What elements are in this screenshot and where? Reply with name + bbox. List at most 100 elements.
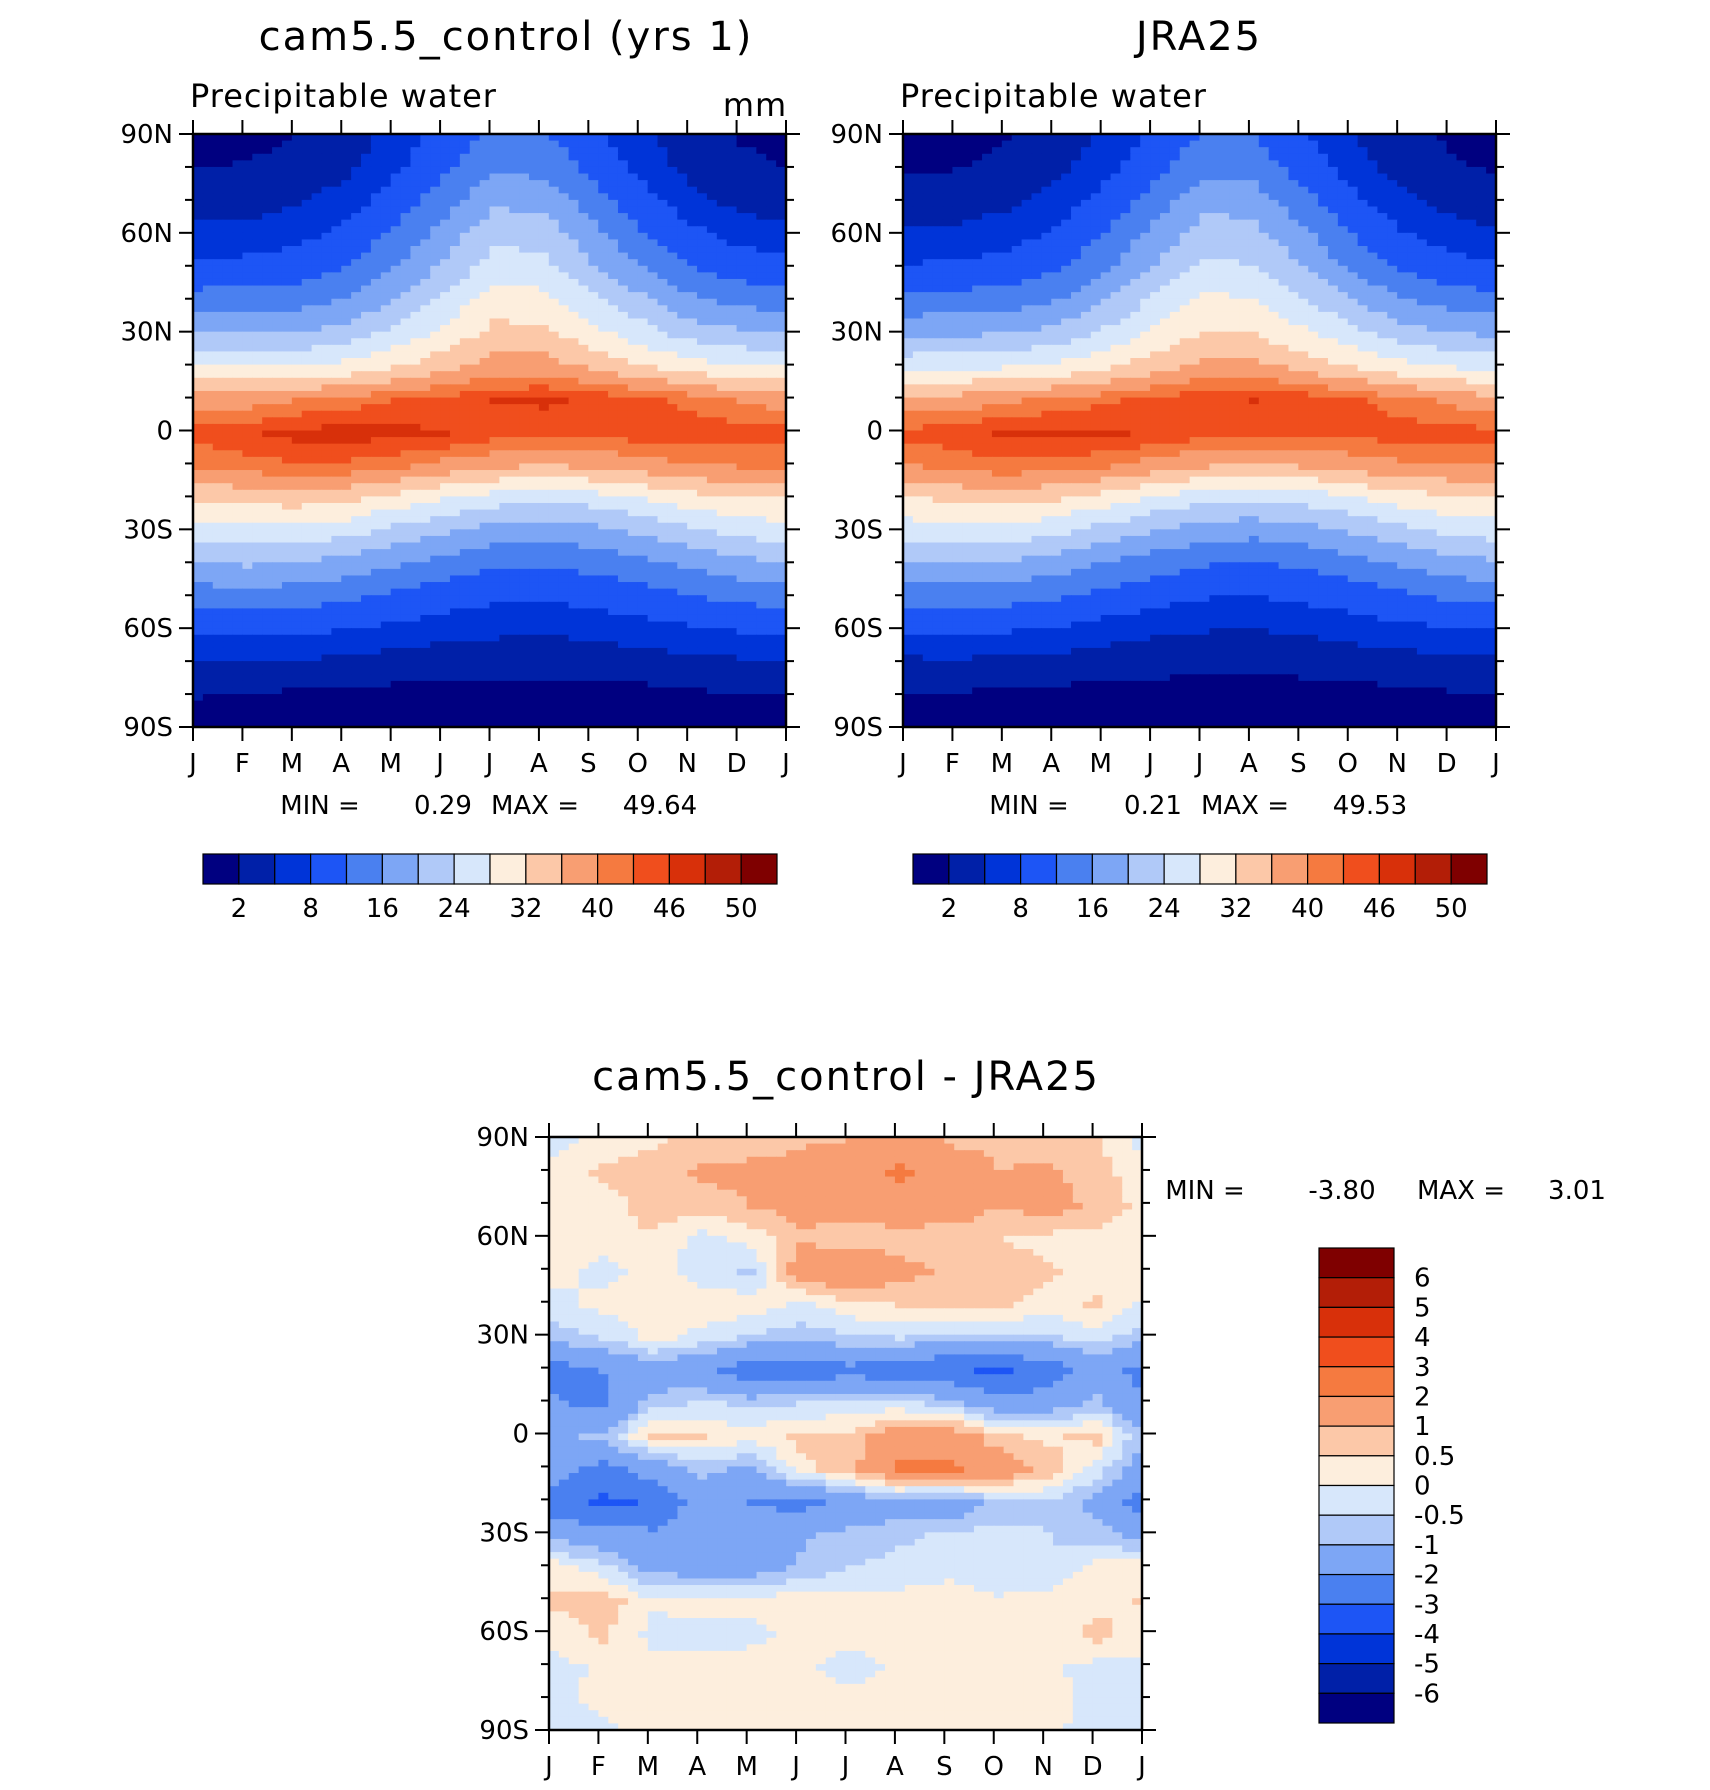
heatmap-cell [588,516,599,524]
heatmap-cell [627,134,639,142]
heatmap-cell [430,252,441,260]
heatmap-cell [598,325,609,333]
heatmap-cell [469,456,481,465]
heatmap-cell [479,246,491,254]
heatmap-cell [578,404,589,412]
heatmap-cell [568,292,580,300]
heatmap-cell [449,450,461,458]
heatmap-cell [272,252,283,260]
heatmap-cell [291,344,303,353]
heatmap-cell [529,470,540,478]
heatmap-cell [667,470,678,478]
heatmap-cell [469,311,481,320]
heatmap-cell [321,292,332,300]
heatmap-cell [578,239,589,247]
heatmap-cell [351,529,362,537]
heatmap-cell [657,147,668,155]
heatmap-cell [262,450,273,458]
heatmap-cell [568,206,580,214]
heatmap-cell [647,483,659,491]
heatmap-cell [301,456,313,465]
heatmap-cell [726,595,738,603]
heatmap-cell [687,226,698,234]
heatmap-cell [538,311,550,320]
heatmap-cell [440,397,451,405]
heatmap-cell [351,634,362,642]
heatmap-cell [222,259,234,267]
heatmap-cell [746,252,757,260]
heatmap-cell [588,621,599,629]
heatmap-cell [716,153,728,161]
heatmap-cell [548,430,560,438]
heatmap-cell [578,371,589,379]
heatmap-cell [232,193,244,201]
heatmap-cell [311,358,323,366]
heatmap-cell [677,601,688,609]
heatmap-cell [756,358,767,366]
heatmap-cell [252,272,263,280]
heatmap-cell [706,199,718,208]
heatmap-cell [440,410,451,418]
heatmap-cell [272,384,283,392]
heatmap-cell [301,628,313,636]
heatmap-cell [519,502,530,511]
heatmap-cell [677,483,688,491]
heatmap-cell [519,456,530,465]
heatmap-cell [212,542,224,550]
heatmap-cell [430,423,441,432]
heatmap-cell [400,661,412,669]
heatmap-cell [687,641,698,649]
heatmap-cell [449,582,461,590]
heatmap-cell [410,496,421,504]
heatmap-cell [321,535,332,544]
heatmap-cell [529,502,540,511]
heatmap-cell [519,199,530,208]
heatmap-cell [222,483,234,491]
heatmap-cell [766,667,777,675]
heatmap-cell [380,397,392,405]
heatmap-cell [232,529,244,537]
heatmap-cell [509,470,520,478]
heatmap-cell [331,239,342,247]
heatmap-cell [430,654,441,662]
heatmap-cell [449,516,461,524]
heatmap-cell [529,621,540,629]
heatmap-cell [667,522,678,530]
heatmap-cell [637,463,649,471]
heatmap-cell [449,390,461,399]
heatmap-cell [440,318,451,326]
heatmap-cell [617,193,629,201]
heatmap-cell [697,476,708,484]
heatmap-cell [222,390,234,399]
heatmap-cell [726,674,738,682]
heatmap-cell [647,259,659,267]
heatmap-cell [400,450,412,458]
heatmap-cell [351,450,362,458]
heatmap-cell [361,278,372,287]
heatmap-cell [390,305,402,313]
heatmap-cell [331,311,342,320]
heatmap-cell [232,206,244,214]
heatmap-cell [479,390,491,399]
heatmap-cell [410,437,421,445]
heatmap-cell [321,397,332,405]
heatmap-cell [331,186,342,194]
heatmap-cell [361,614,372,623]
heatmap-cell [598,608,609,616]
heatmap-cell [212,180,224,188]
heatmap-cell [222,292,234,300]
heatmap-cell [262,667,273,675]
heatmap-cell [459,239,471,247]
heatmap-cell [568,325,580,333]
heatmap-cell [459,456,471,465]
heatmap-cell [430,278,441,287]
heatmap-cell [252,496,263,504]
heatmap-cell [598,318,609,326]
heatmap-cell [766,226,777,234]
heatmap-cell [617,358,629,366]
heatmap-cell [370,364,382,372]
heatmap-cell [588,628,599,636]
heatmap-cell [390,338,402,346]
heatmap-cell [519,364,530,372]
heatmap-cell [390,483,402,491]
